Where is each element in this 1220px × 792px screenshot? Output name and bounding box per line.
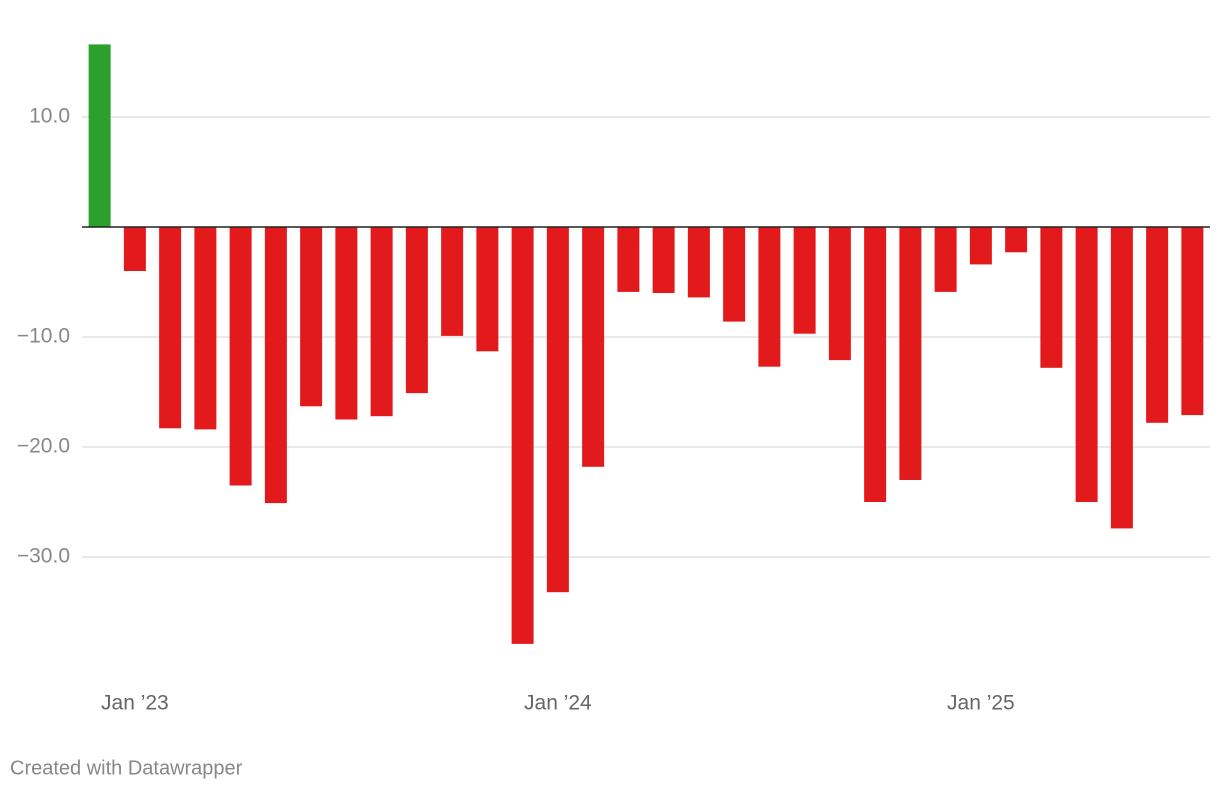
x-tick-label: Jan ’25: [947, 692, 1015, 715]
bar: [159, 227, 182, 429]
bar: [793, 227, 816, 334]
bar: [1040, 227, 1063, 368]
bar: [582, 227, 605, 467]
bar: [546, 227, 569, 593]
bar: [335, 227, 358, 420]
bar: [123, 227, 146, 271]
bar: [194, 227, 217, 430]
bar: [687, 227, 710, 298]
bar: [405, 227, 428, 394]
bar: [723, 227, 746, 322]
bar: [758, 227, 781, 367]
bar: [652, 227, 675, 293]
bar: [864, 227, 887, 502]
bar: [511, 227, 534, 644]
bar: [1146, 227, 1169, 423]
bar: [264, 227, 287, 504]
bar: [1075, 227, 1098, 502]
bar: [441, 227, 464, 336]
bar: [476, 227, 499, 352]
bar: [300, 227, 323, 407]
bar: [934, 227, 957, 292]
bar: [617, 227, 640, 292]
bar: [88, 44, 111, 228]
bar: [229, 227, 252, 486]
bar: [969, 227, 992, 265]
x-tick-label: Jan ’23: [101, 692, 169, 715]
y-tick-label: −30.0: [17, 545, 70, 568]
bar: [1110, 227, 1133, 529]
bar: [828, 227, 851, 361]
footer: Created with Datawrapper: [10, 757, 243, 779]
y-tick-label: −20.0: [17, 435, 70, 458]
bar: [899, 227, 922, 480]
y-tick-label: −10.0: [17, 325, 70, 348]
bar: [1005, 227, 1028, 253]
y-tick-label: 10.0: [29, 105, 70, 128]
x-tick-label: Jan ’24: [524, 692, 592, 715]
bar: [370, 227, 393, 417]
bar: [1181, 227, 1204, 416]
